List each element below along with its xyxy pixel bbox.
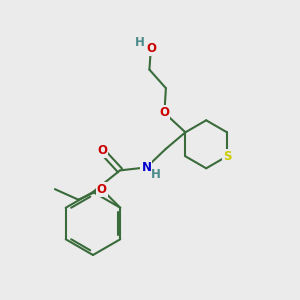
Text: N: N <box>141 161 152 174</box>
Text: O: O <box>146 42 156 55</box>
Text: O: O <box>97 144 107 158</box>
Text: S: S <box>223 150 231 163</box>
Text: O: O <box>159 106 170 119</box>
Text: O: O <box>97 183 107 196</box>
Text: H: H <box>135 35 144 49</box>
Text: H: H <box>151 167 161 181</box>
